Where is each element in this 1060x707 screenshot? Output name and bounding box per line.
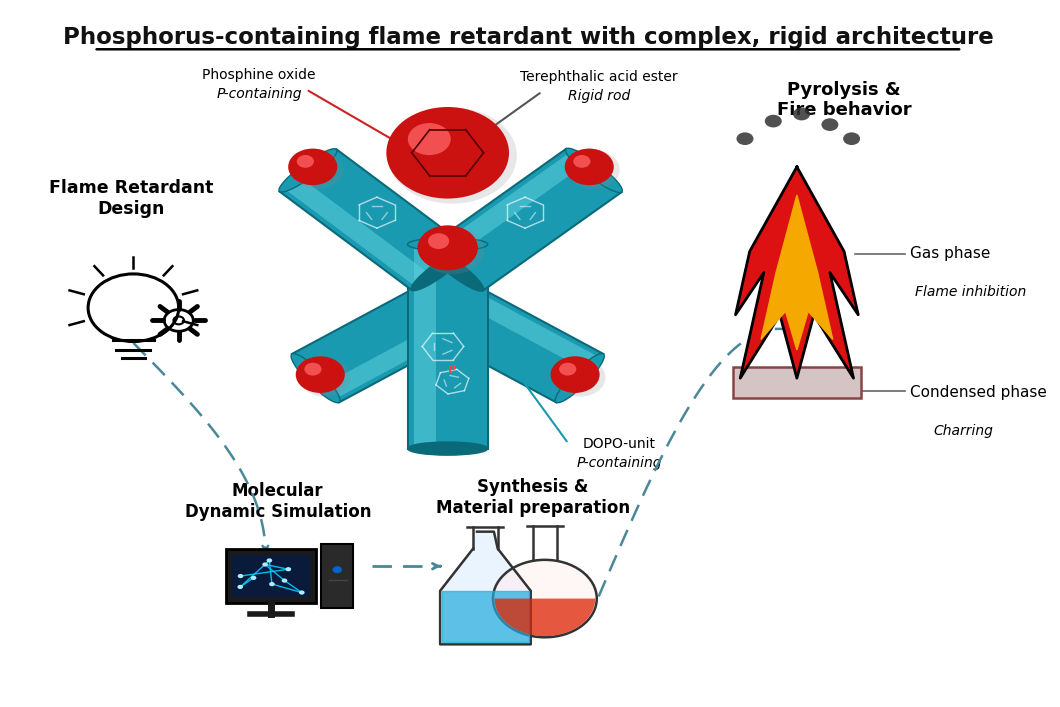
Circle shape (843, 132, 860, 145)
Polygon shape (761, 195, 833, 350)
Circle shape (764, 115, 782, 127)
Polygon shape (284, 177, 431, 287)
Ellipse shape (430, 286, 480, 336)
Ellipse shape (407, 238, 488, 251)
Text: Flame Retardant
Design: Flame Retardant Design (50, 179, 214, 218)
FancyBboxPatch shape (321, 544, 353, 609)
Ellipse shape (279, 148, 337, 192)
Circle shape (418, 226, 478, 270)
Circle shape (297, 155, 314, 168)
Circle shape (251, 575, 257, 580)
Text: Synthesis &
Material preparation: Synthesis & Material preparation (436, 479, 630, 518)
Text: Condensed phase: Condensed phase (911, 385, 1047, 399)
Circle shape (299, 358, 351, 397)
Circle shape (296, 356, 344, 393)
Text: P-containing: P-containing (577, 455, 662, 469)
Circle shape (285, 567, 292, 571)
Ellipse shape (407, 442, 488, 455)
Circle shape (386, 107, 509, 199)
Ellipse shape (555, 354, 604, 403)
Circle shape (299, 590, 304, 595)
Circle shape (737, 132, 754, 145)
Circle shape (292, 151, 343, 189)
Circle shape (282, 578, 287, 583)
FancyBboxPatch shape (232, 555, 310, 597)
FancyBboxPatch shape (226, 549, 317, 604)
Ellipse shape (427, 247, 483, 291)
Circle shape (237, 574, 244, 578)
Circle shape (565, 148, 614, 185)
Ellipse shape (416, 286, 464, 336)
Text: Charring: Charring (934, 424, 993, 438)
Text: Terephthalic acid ester: Terephthalic acid ester (519, 70, 677, 83)
Text: Gas phase: Gas phase (911, 246, 990, 261)
Circle shape (266, 559, 272, 563)
Polygon shape (407, 245, 488, 448)
Text: Molecular
Dynamic Simulation: Molecular Dynamic Simulation (184, 482, 371, 521)
Polygon shape (431, 152, 586, 262)
Polygon shape (413, 245, 436, 448)
Ellipse shape (566, 148, 622, 192)
Circle shape (304, 363, 321, 375)
Circle shape (408, 123, 450, 155)
Polygon shape (293, 287, 463, 402)
Wedge shape (495, 599, 596, 636)
Ellipse shape (411, 247, 470, 291)
FancyBboxPatch shape (732, 367, 861, 398)
Circle shape (269, 582, 275, 586)
Circle shape (559, 363, 577, 375)
Text: Flame inhibition: Flame inhibition (915, 284, 1026, 298)
Polygon shape (440, 532, 531, 644)
Text: Pyrolysis &
Fire behavior: Pyrolysis & Fire behavior (777, 81, 912, 119)
Polygon shape (427, 148, 621, 291)
Polygon shape (736, 167, 859, 378)
Circle shape (554, 358, 605, 397)
Circle shape (573, 155, 590, 168)
Ellipse shape (292, 354, 340, 403)
Circle shape (822, 118, 838, 131)
Circle shape (421, 227, 484, 274)
Circle shape (493, 560, 597, 637)
Polygon shape (280, 149, 469, 290)
Text: P-containing: P-containing (216, 88, 302, 101)
Circle shape (388, 107, 517, 204)
Polygon shape (442, 591, 529, 642)
Circle shape (333, 566, 342, 573)
Circle shape (237, 585, 243, 589)
Circle shape (288, 148, 337, 185)
Text: Rigid rod: Rigid rod (567, 89, 630, 103)
Circle shape (262, 562, 268, 566)
Circle shape (568, 151, 620, 189)
Text: Phosphine oxide: Phosphine oxide (202, 69, 316, 82)
Polygon shape (322, 319, 460, 399)
Circle shape (428, 233, 449, 249)
Text: P: P (448, 365, 457, 375)
Polygon shape (462, 291, 600, 371)
Text: DOPO-unit: DOPO-unit (583, 437, 656, 450)
Text: Phosphorus-containing flame retardant with complex, rigid architecture: Phosphorus-containing flame retardant wi… (63, 26, 993, 49)
Polygon shape (431, 287, 603, 402)
Circle shape (793, 107, 810, 120)
Circle shape (550, 356, 600, 393)
